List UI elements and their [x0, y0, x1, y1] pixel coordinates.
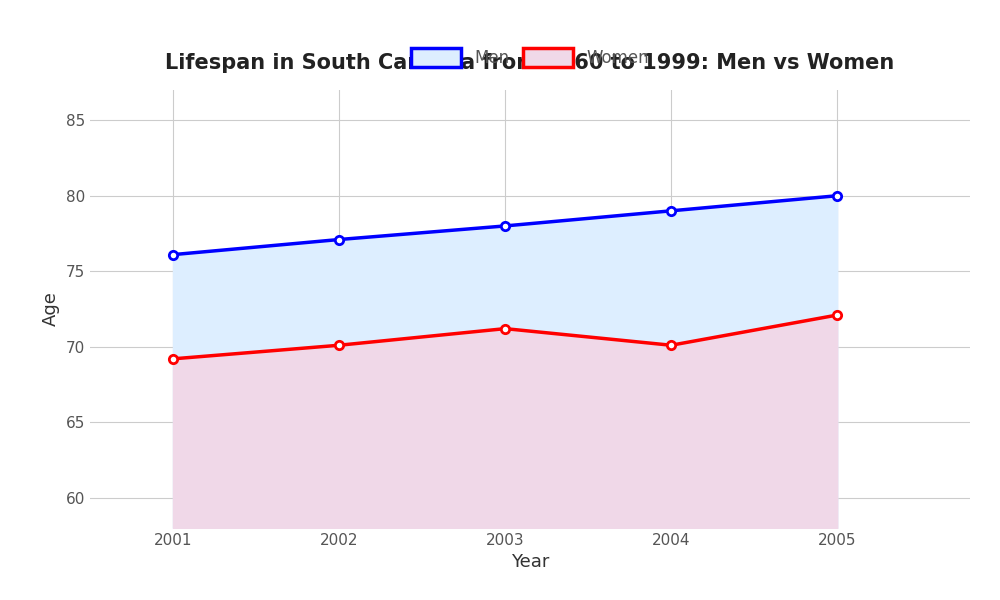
X-axis label: Year: Year: [511, 553, 549, 571]
Legend: Men, Women: Men, Women: [404, 41, 656, 74]
Title: Lifespan in South Carolina from 1960 to 1999: Men vs Women: Lifespan in South Carolina from 1960 to …: [165, 53, 895, 73]
Y-axis label: Age: Age: [42, 292, 60, 326]
